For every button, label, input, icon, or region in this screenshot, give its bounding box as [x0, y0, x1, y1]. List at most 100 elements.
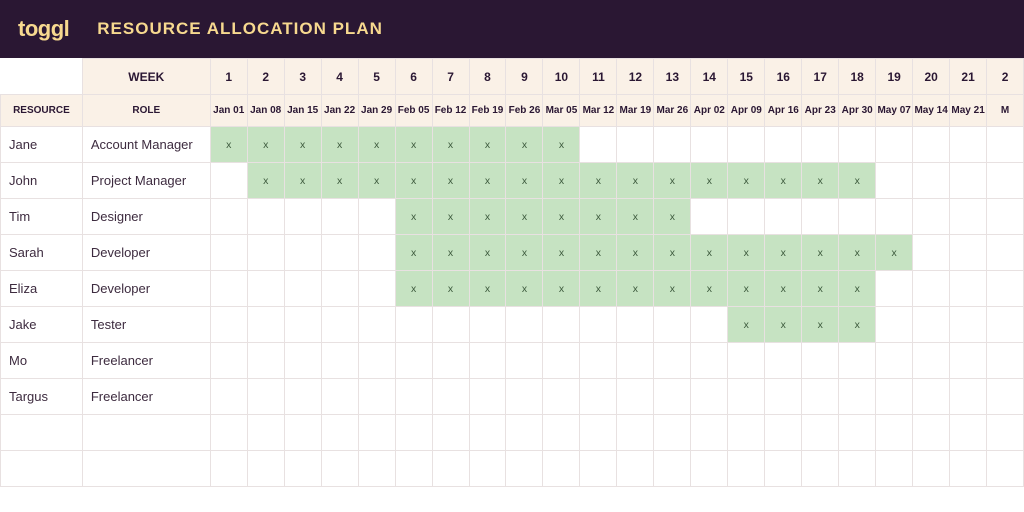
allocation-cell[interactable] [210, 415, 247, 451]
resource-role[interactable]: Designer [82, 199, 210, 235]
allocation-cell[interactable] [432, 307, 469, 343]
allocation-cell[interactable] [358, 307, 395, 343]
resource-role[interactable]: Account Manager [82, 127, 210, 163]
allocation-cell[interactable] [839, 451, 876, 487]
allocation-cell[interactable]: x [506, 199, 543, 235]
allocation-cell[interactable]: x [802, 271, 839, 307]
allocation-cell[interactable] [321, 307, 358, 343]
allocation-cell[interactable] [728, 343, 765, 379]
allocation-cell[interactable] [950, 451, 987, 487]
allocation-cell[interactable] [876, 163, 913, 199]
allocation-cell[interactable]: x [839, 307, 876, 343]
empty-cell[interactable] [82, 451, 210, 487]
allocation-cell[interactable] [247, 451, 284, 487]
allocation-cell[interactable] [247, 199, 284, 235]
allocation-cell[interactable]: x [654, 199, 691, 235]
allocation-cell[interactable] [321, 235, 358, 271]
allocation-cell[interactable] [506, 343, 543, 379]
allocation-cell[interactable] [580, 307, 617, 343]
allocation-cell[interactable] [284, 307, 321, 343]
allocation-cell[interactable] [950, 199, 987, 235]
allocation-cell[interactable] [987, 163, 1024, 199]
allocation-cell[interactable] [802, 415, 839, 451]
allocation-cell[interactable]: x [395, 127, 432, 163]
allocation-cell[interactable] [876, 199, 913, 235]
allocation-cell[interactable] [617, 127, 654, 163]
allocation-cell[interactable]: x [469, 199, 506, 235]
allocation-cell[interactable] [876, 451, 913, 487]
allocation-cell[interactable] [321, 415, 358, 451]
allocation-cell[interactable]: x [395, 271, 432, 307]
allocation-cell[interactable] [691, 127, 728, 163]
resource-role[interactable]: Project Manager [82, 163, 210, 199]
allocation-cell[interactable] [284, 379, 321, 415]
allocation-cell[interactable] [950, 379, 987, 415]
allocation-cell[interactable]: x [691, 163, 728, 199]
allocation-cell[interactable] [358, 199, 395, 235]
allocation-cell[interactable]: x [432, 163, 469, 199]
allocation-cell[interactable]: x [839, 163, 876, 199]
allocation-cell[interactable] [950, 415, 987, 451]
allocation-cell[interactable] [284, 235, 321, 271]
allocation-cell[interactable] [469, 343, 506, 379]
allocation-cell[interactable] [728, 199, 765, 235]
allocation-cell[interactable] [284, 199, 321, 235]
allocation-cell[interactable]: x [321, 163, 358, 199]
allocation-cell[interactable]: x [284, 163, 321, 199]
allocation-cell[interactable]: x [802, 163, 839, 199]
allocation-cell[interactable] [765, 199, 802, 235]
allocation-cell[interactable] [691, 343, 728, 379]
allocation-cell[interactable] [987, 235, 1024, 271]
allocation-cell[interactable] [247, 379, 284, 415]
allocation-cell[interactable]: x [247, 127, 284, 163]
allocation-cell[interactable] [469, 379, 506, 415]
allocation-cell[interactable] [469, 415, 506, 451]
allocation-cell[interactable] [876, 343, 913, 379]
allocation-cell[interactable] [802, 343, 839, 379]
allocation-cell[interactable] [876, 271, 913, 307]
allocation-cell[interactable] [728, 451, 765, 487]
resource-name[interactable]: Jake [1, 307, 83, 343]
allocation-cell[interactable] [950, 127, 987, 163]
allocation-cell[interactable]: x [839, 271, 876, 307]
resource-role[interactable]: Developer [82, 271, 210, 307]
allocation-cell[interactable] [876, 379, 913, 415]
allocation-cell[interactable]: x [432, 127, 469, 163]
allocation-cell[interactable]: x [543, 199, 580, 235]
allocation-cell[interactable]: x [358, 163, 395, 199]
allocation-cell[interactable] [765, 127, 802, 163]
allocation-cell[interactable] [839, 127, 876, 163]
allocation-cell[interactable] [950, 271, 987, 307]
allocation-cell[interactable] [247, 235, 284, 271]
allocation-cell[interactable] [395, 379, 432, 415]
allocation-cell[interactable]: x [506, 163, 543, 199]
resource-name[interactable]: Mo [1, 343, 83, 379]
allocation-cell[interactable] [802, 127, 839, 163]
allocation-cell[interactable] [395, 451, 432, 487]
allocation-cell[interactable] [543, 307, 580, 343]
allocation-cell[interactable] [358, 451, 395, 487]
allocation-cell[interactable]: x [543, 271, 580, 307]
allocation-cell[interactable] [210, 451, 247, 487]
allocation-cell[interactable] [210, 163, 247, 199]
allocation-cell[interactable] [321, 199, 358, 235]
allocation-cell[interactable] [913, 379, 950, 415]
allocation-cell[interactable] [321, 271, 358, 307]
allocation-cell[interactable] [654, 379, 691, 415]
allocation-cell[interactable] [247, 307, 284, 343]
allocation-cell[interactable] [358, 415, 395, 451]
allocation-cell[interactable] [321, 343, 358, 379]
allocation-cell[interactable] [617, 343, 654, 379]
allocation-cell[interactable]: x [543, 163, 580, 199]
allocation-cell[interactable] [617, 451, 654, 487]
allocation-cell[interactable] [987, 271, 1024, 307]
allocation-cell[interactable]: x [580, 199, 617, 235]
allocation-cell[interactable] [913, 235, 950, 271]
allocation-cell[interactable] [358, 379, 395, 415]
allocation-cell[interactable]: x [321, 127, 358, 163]
allocation-cell[interactable]: x [617, 271, 654, 307]
allocation-cell[interactable]: x [469, 127, 506, 163]
allocation-cell[interactable] [839, 415, 876, 451]
allocation-cell[interactable] [691, 451, 728, 487]
resource-name[interactable]: Sarah [1, 235, 83, 271]
